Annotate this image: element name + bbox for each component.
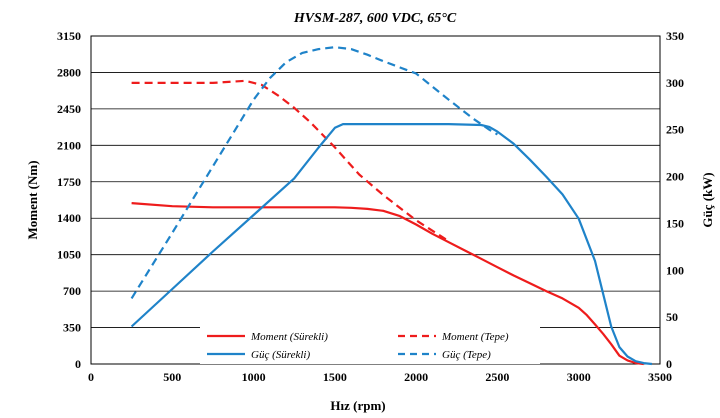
x-axis-label: Hız (rpm) <box>330 398 385 413</box>
legend-label-moment-surekli: Moment (Sürekli) <box>250 331 328 343</box>
legend-box <box>200 326 540 364</box>
y-right-tick-label: 300 <box>666 76 684 90</box>
legend-label-guc-surekli: Güç (Sürekli) <box>251 349 310 361</box>
y-right-tick-label: 250 <box>666 123 684 137</box>
y-left-tick-label: 350 <box>63 321 81 335</box>
y-right-tick-label: 350 <box>666 29 684 43</box>
y-left-tick-label: 2100 <box>57 138 81 152</box>
y-right-tick-label: 150 <box>666 216 684 230</box>
x-tick-label: 3000 <box>567 370 591 384</box>
x-tick-label: 500 <box>163 370 181 384</box>
y-left-tick-label: 1400 <box>57 211 81 225</box>
y-axis-label-right: Güç (kW) <box>700 172 715 227</box>
y-axis-label-left: Moment (Nm) <box>25 160 40 239</box>
chart-title: HVSM-287, 600 VDC, 65°C <box>293 11 457 26</box>
y-right-tick-label: 200 <box>666 170 684 184</box>
x-tick-label: 0 <box>88 370 94 384</box>
gridlines <box>91 35 660 365</box>
x-axis-ticks: 0 500 1000 1500 2000 2500 3000 3500 <box>88 370 672 384</box>
y-left-tick-label: 3150 <box>57 29 81 43</box>
legend: Moment (Sürekli) Moment (Tepe) Güç (Süre… <box>200 326 540 364</box>
plot-area-frame <box>90 35 661 365</box>
y-right-tick-label: 0 <box>666 357 672 371</box>
right-axis-ticks: 0 50 100 150 200 250 300 350 <box>666 29 684 371</box>
x-tick-label: 1500 <box>323 370 347 384</box>
y-right-tick-label: 50 <box>666 310 678 324</box>
series-line-moment-surekli <box>131 202 644 366</box>
y-left-tick-label: 1050 <box>57 248 81 262</box>
series-line-guc-tepe <box>130 46 498 299</box>
y-left-tick-label: 2800 <box>57 65 81 79</box>
x-tick-label: 2000 <box>404 370 428 384</box>
x-tick-label: 3500 <box>648 370 672 384</box>
x-tick-label: 1000 <box>242 370 266 384</box>
legend-label-moment-tepe: Moment (Tepe) <box>441 331 509 343</box>
y-right-tick-label: 100 <box>666 263 684 277</box>
y-left-tick-label: 0 <box>75 357 81 371</box>
y-left-tick-label: 700 <box>63 284 81 298</box>
y-left-tick-label: 1750 <box>57 175 81 189</box>
legend-label-guc-tepe: Güç (Tepe) <box>442 349 491 361</box>
series-line-guc-surekli <box>130 122 653 366</box>
series-layer <box>130 46 653 366</box>
x-tick-label: 2500 <box>485 370 509 384</box>
left-axis-ticks: 0 350 700 1050 1400 1750 2100 2450 2800 3150 <box>57 29 81 371</box>
series-line-moment-tepe <box>131 79 450 243</box>
y-left-tick-label: 2450 <box>57 102 81 116</box>
